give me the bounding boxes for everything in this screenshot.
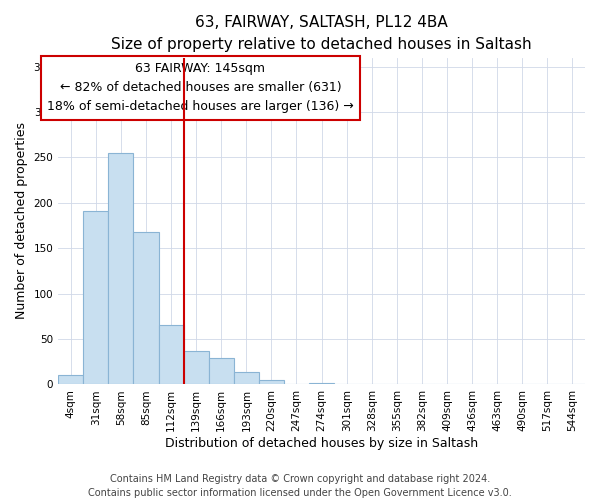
Bar <box>83 211 109 384</box>
Bar <box>309 382 334 384</box>
Bar <box>209 358 234 384</box>
Bar <box>184 351 209 384</box>
Bar <box>133 232 158 384</box>
Text: 63 FAIRWAY: 145sqm
← 82% of detached houses are smaller (631)
18% of semi-detach: 63 FAIRWAY: 145sqm ← 82% of detached hou… <box>47 62 354 114</box>
Bar <box>58 376 83 384</box>
Bar <box>109 153 133 384</box>
Text: Contains HM Land Registry data © Crown copyright and database right 2024.
Contai: Contains HM Land Registry data © Crown c… <box>88 474 512 498</box>
Y-axis label: Number of detached properties: Number of detached properties <box>15 122 28 320</box>
X-axis label: Distribution of detached houses by size in Saltash: Distribution of detached houses by size … <box>165 437 478 450</box>
Title: 63, FAIRWAY, SALTASH, PL12 4BA
Size of property relative to detached houses in S: 63, FAIRWAY, SALTASH, PL12 4BA Size of p… <box>111 15 532 52</box>
Bar <box>234 372 259 384</box>
Bar <box>259 380 284 384</box>
Bar <box>158 326 184 384</box>
